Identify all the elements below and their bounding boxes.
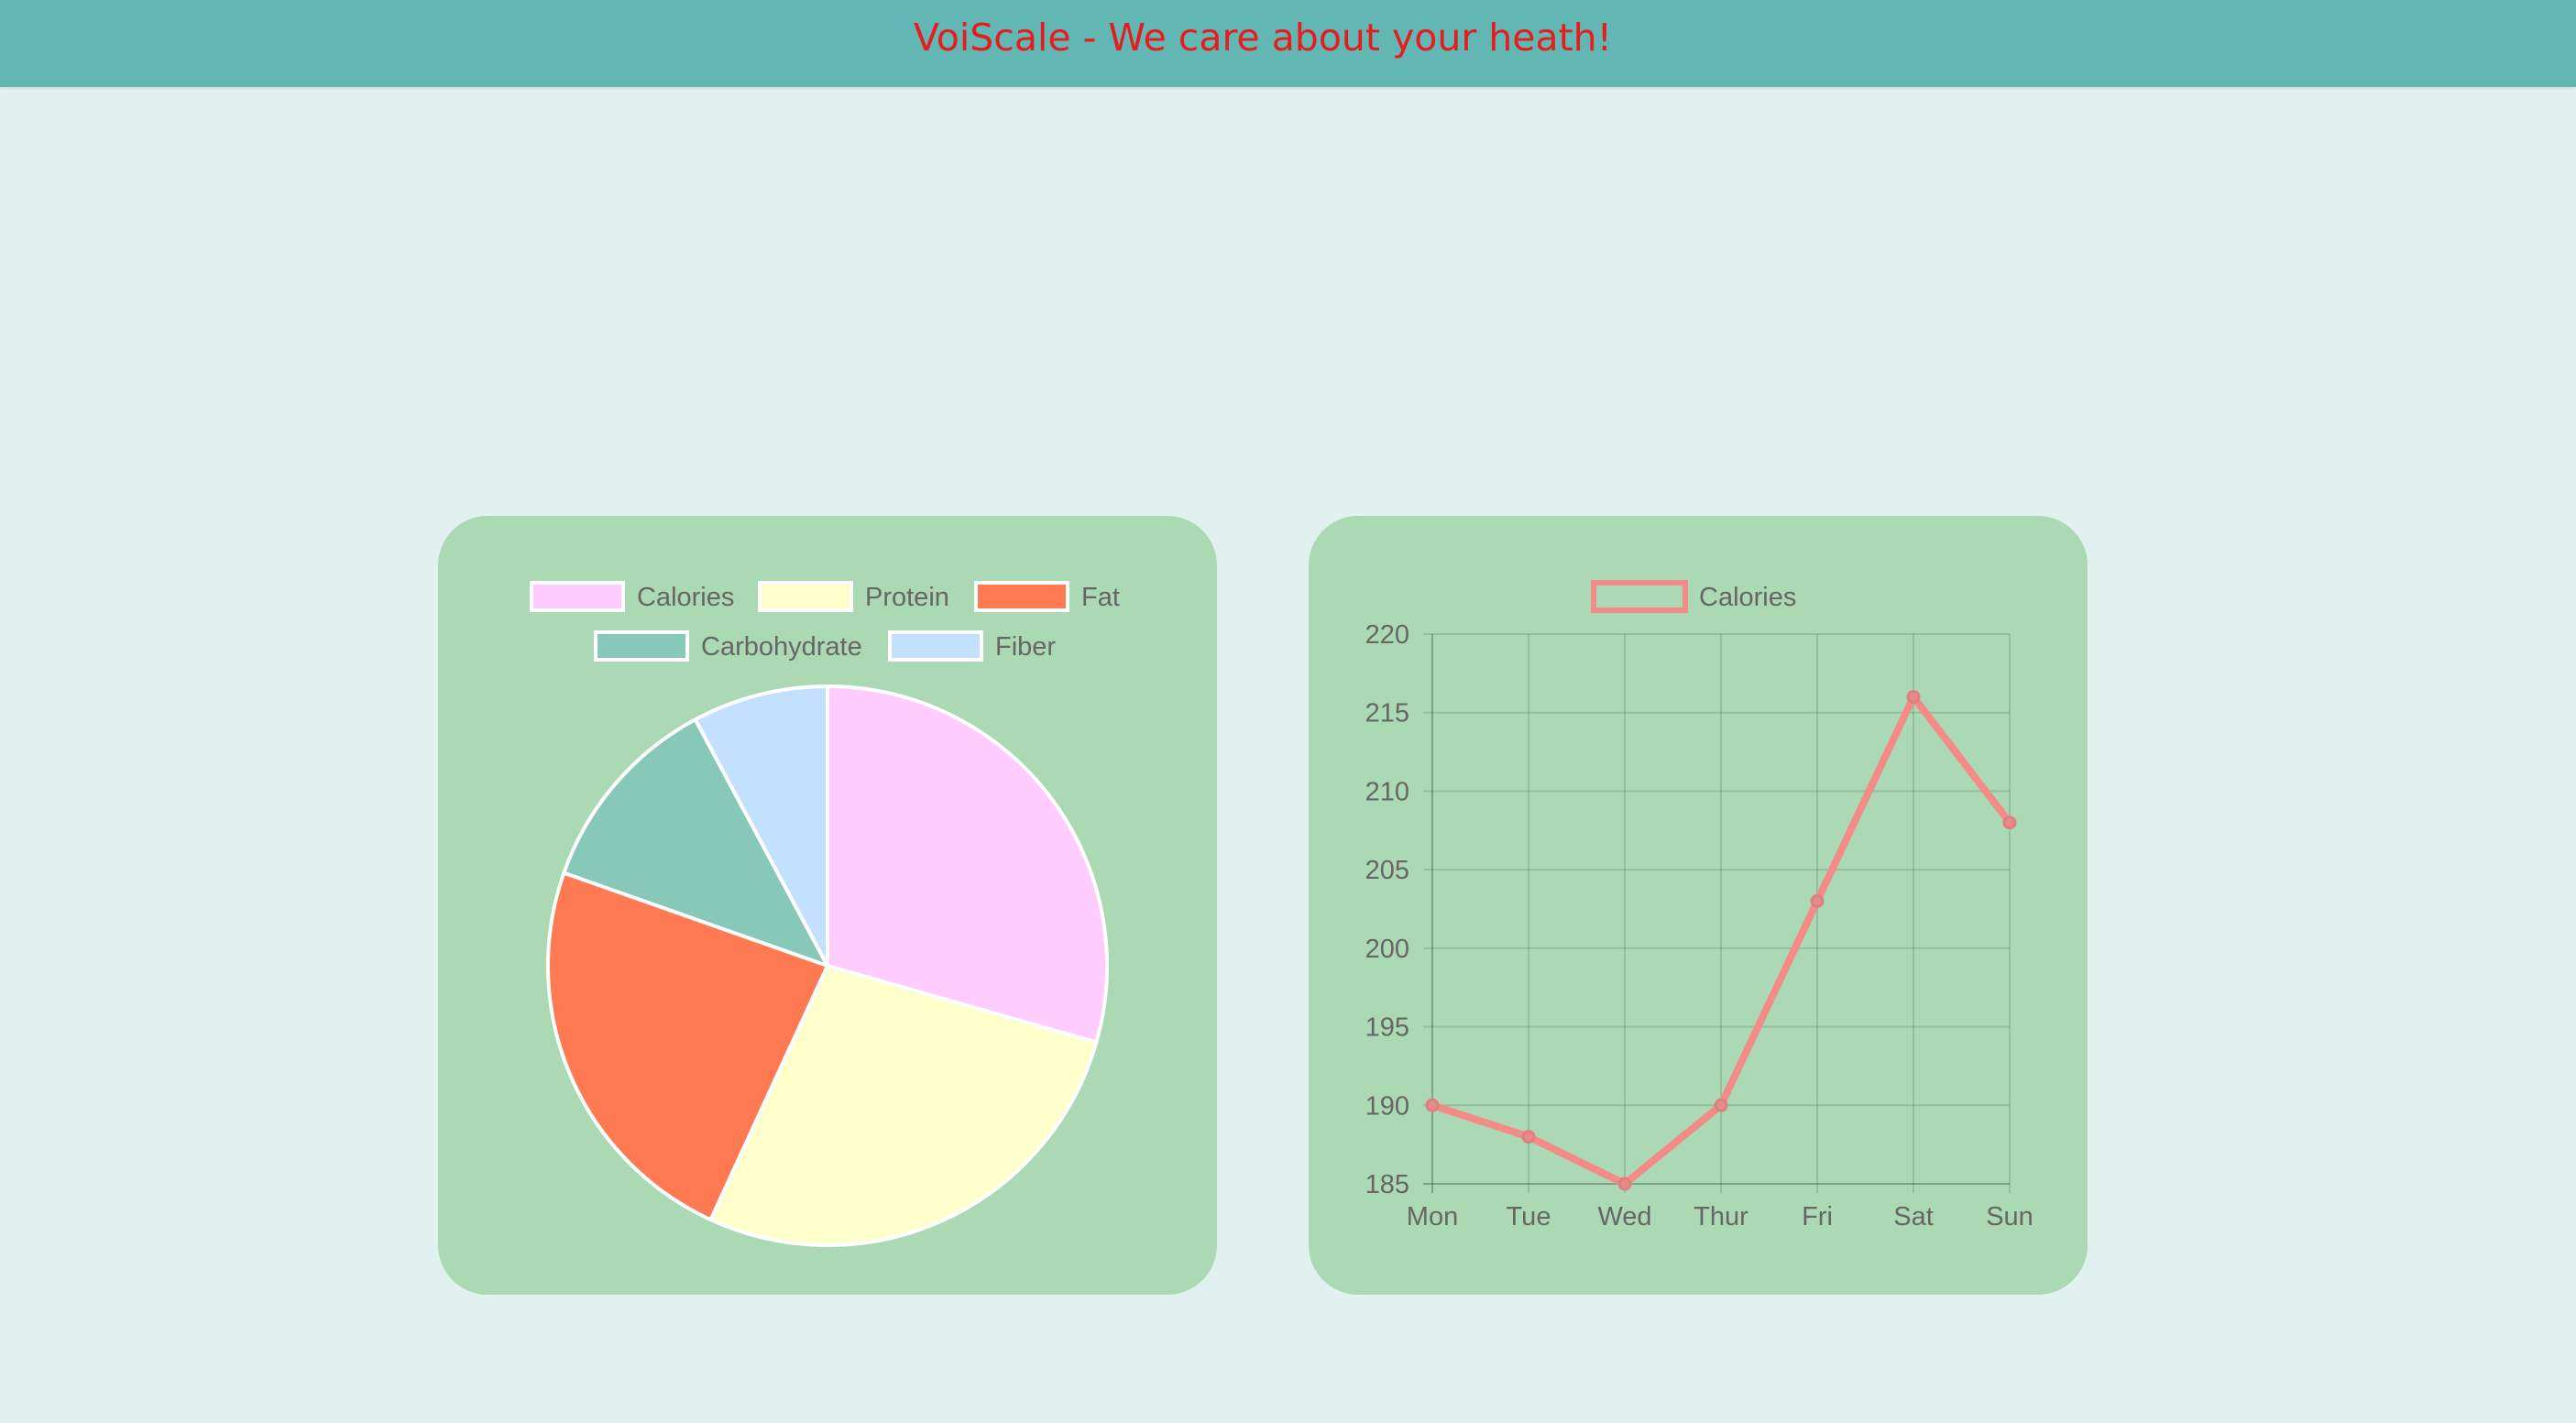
legend-label: Protein	[865, 583, 949, 612]
legend-label: Carbohydrate	[701, 632, 862, 662]
data-point[interactable]	[1521, 1130, 1536, 1144]
x-tick-label: Mon	[1407, 1202, 1458, 1231]
legend-swatch	[530, 581, 625, 612]
x-tick-label: Thur	[1694, 1202, 1748, 1231]
line-chart-card: Calories 185 190 195 200 205 210 215 220 Mon Tue We…	[1309, 516, 2088, 1295]
pie-slice-fiber[interactable]	[692, 684, 829, 967]
x-tick-label: Fri	[1802, 1202, 1833, 1231]
legend-item[interactable]: Fiber	[888, 630, 1056, 662]
data-point[interactable]	[1810, 893, 1825, 908]
y-tick-label: 185	[1365, 1170, 1409, 1199]
legend-swatch	[974, 581, 1069, 612]
pie-slice-fat[interactable]	[546, 870, 830, 1222]
y-tick-label: 200	[1365, 935, 1409, 964]
legend-swatch	[594, 630, 689, 662]
pie-slice-carbohydrate[interactable]	[561, 717, 832, 969]
x-tick-label: Tue	[1507, 1202, 1551, 1231]
legend-item[interactable]: Calories	[1591, 580, 1796, 613]
data-point[interactable]	[1425, 1098, 1440, 1112]
x-tick-label: Wed	[1597, 1202, 1651, 1231]
legend-item[interactable]: Carbohydrate	[594, 630, 862, 662]
legend-label: Fat	[1081, 583, 1120, 612]
data-point[interactable]	[1617, 1177, 1632, 1191]
y-tick-label: 190	[1365, 1091, 1409, 1121]
line-chart: Calories 185 190 195 200 205 210 215 220 Mon Tue We…	[1365, 580, 2033, 1231]
legend-swatch	[1591, 580, 1688, 613]
x-tick-label: Sat	[1893, 1202, 1934, 1231]
y-tick-label: 205	[1365, 856, 1409, 885]
data-point[interactable]	[1714, 1098, 1728, 1112]
pie-slice-protein[interactable]	[707, 963, 1099, 1247]
legend-swatch	[888, 630, 983, 662]
x-tick-label: Sun	[1986, 1202, 2033, 1231]
data-point[interactable]	[2002, 815, 2017, 830]
pie-slice-calories[interactable]	[826, 684, 1109, 1045]
legend-label: Fiber	[995, 632, 1056, 662]
legend-item[interactable]: Calories	[530, 581, 734, 612]
pie-chart-card: Calories Protein Fat Carbohydrate Fiber	[438, 516, 1217, 1295]
y-tick-label: 220	[1365, 620, 1409, 650]
legend-swatch	[758, 581, 853, 612]
legend-item[interactable]: Protein	[758, 581, 949, 612]
y-tick-label: 215	[1365, 699, 1409, 728]
y-tick-label: 210	[1365, 777, 1409, 806]
page-title: VoiScale - We care about your heath!	[913, 16, 1613, 60]
data-point[interactable]	[1906, 690, 1921, 705]
legend-label: Calories	[637, 583, 734, 612]
y-tick-label: 195	[1365, 1013, 1409, 1043]
legend-label: Calories	[1699, 583, 1796, 612]
legend-item[interactable]: Fat	[974, 581, 1120, 612]
header-bar: VoiScale - We care about your heath!	[0, 0, 2576, 87]
pie-chart: Calories Protein Fat Carbohydrate Fiber	[530, 581, 1120, 1247]
